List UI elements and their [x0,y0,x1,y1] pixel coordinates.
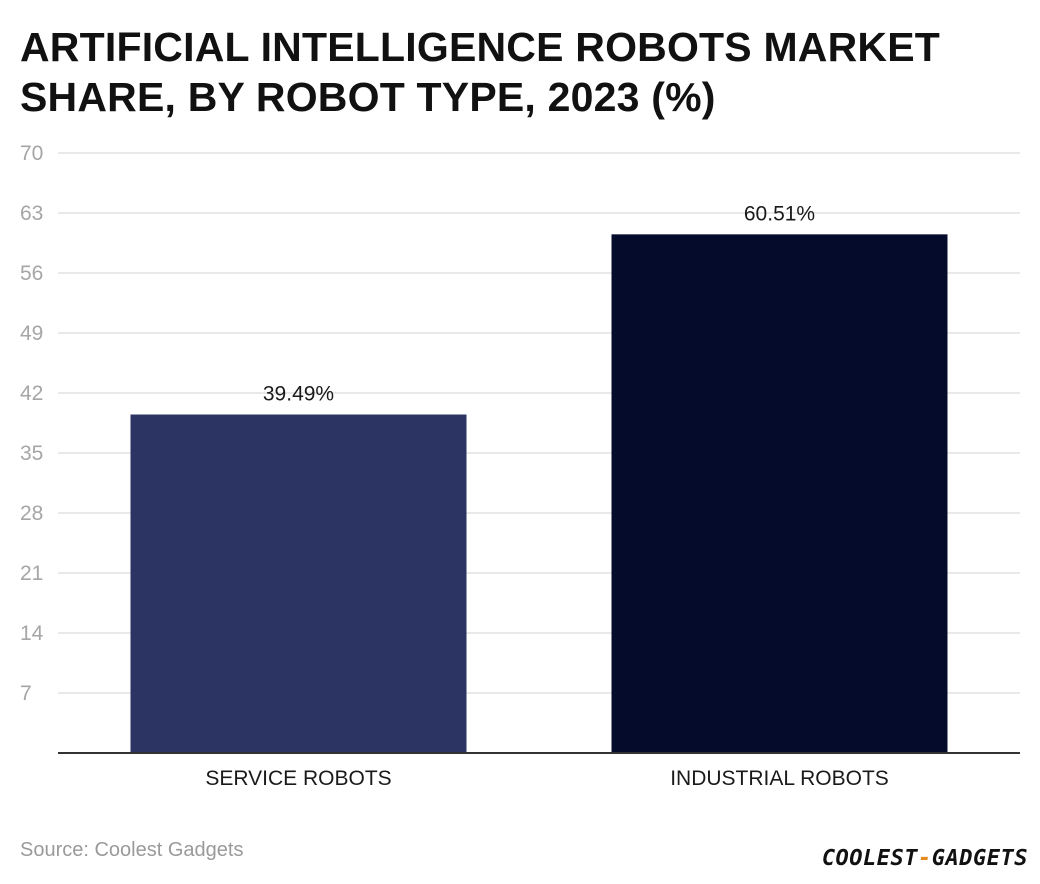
data-labels: 39.49% 60.51% [263,202,815,405]
y-tick-label: 28 [20,502,43,525]
y-tick-label: 56 [20,262,43,285]
source-note: Source: Coolest Gadgets [20,839,244,861]
chart-title: ARTIFICIAL INTELLIGENCE ROBOTS MARKET SH… [20,24,941,120]
y-tick-label: 63 [20,202,43,225]
bars [130,234,948,754]
data-label: 60.51% [744,202,815,225]
y-tick-label: 42 [20,382,43,405]
x-tick-label: INDUSTRIAL ROBOTS [670,767,889,790]
logo-dash: - [918,846,932,871]
y-tick-label: 70 [20,142,43,165]
x-tick-label: SERVICE ROBOTS [205,767,391,790]
data-label: 39.49% [263,383,334,406]
x-axis-tick-labels: SERVICE ROBOTS INDUSTRIAL ROBOTS [205,767,888,790]
bar-industrial-robots [611,234,948,754]
logo-text-gadgets: GADGETS [931,846,1028,871]
y-tick-label: 35 [20,442,43,465]
y-tick-label: 14 [20,622,44,645]
y-axis-tick-labels: 7 14 21 28 35 42 49 56 63 70 [20,142,44,705]
coolest-gadgets-logo: COOLEST-GADGETS [822,846,1028,871]
bar-service-robots [130,414,467,753]
y-tick-label: 49 [20,322,43,345]
y-tick-label: 7 [20,682,32,705]
y-tick-label: 21 [20,562,43,585]
logo-text-coolest: COOLEST [821,846,919,871]
